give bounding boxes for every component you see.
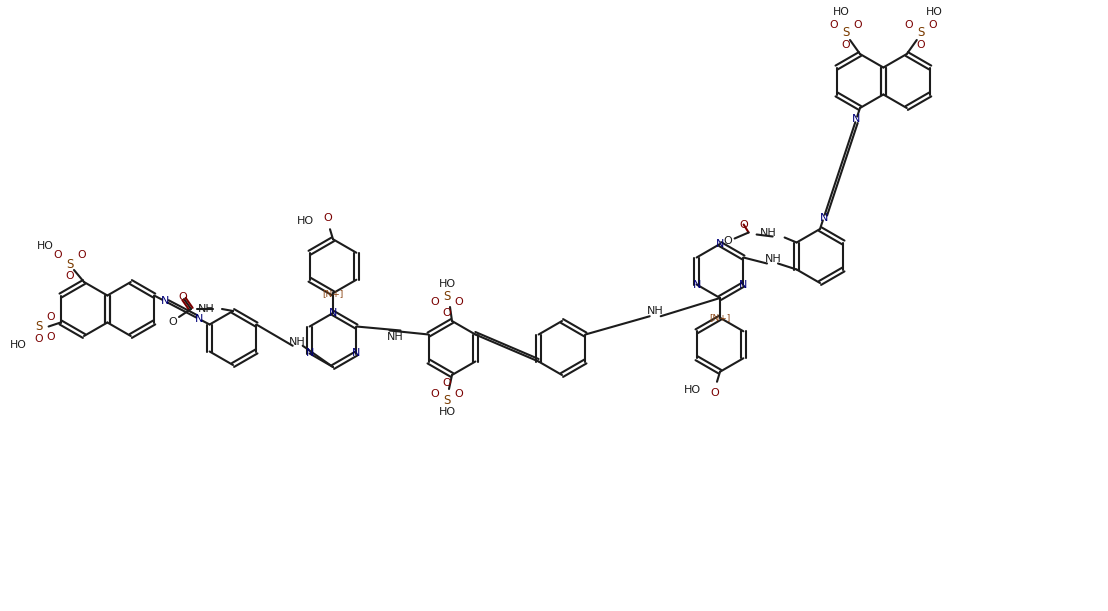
Text: NH: NH	[760, 229, 777, 238]
Text: S: S	[443, 290, 451, 302]
Text: O: O	[853, 20, 862, 30]
Text: HO: HO	[684, 385, 701, 395]
Text: S: S	[66, 257, 74, 271]
Text: NH: NH	[647, 306, 664, 316]
Text: N: N	[161, 296, 168, 306]
Text: HO: HO	[926, 7, 943, 17]
Text: O: O	[431, 297, 440, 307]
Text: O: O	[47, 312, 55, 321]
Text: O: O	[324, 213, 332, 223]
Text: HO: HO	[832, 7, 850, 17]
Text: N: N	[820, 213, 828, 222]
Text: HO: HO	[297, 216, 314, 226]
Text: O: O	[442, 308, 451, 318]
Text: O: O	[454, 297, 463, 307]
Text: N: N	[739, 279, 748, 290]
Text: O: O	[739, 219, 748, 230]
Text: O: O	[442, 378, 451, 388]
Text: O: O	[53, 250, 62, 260]
Text: O: O	[178, 292, 187, 302]
Text: N: N	[352, 348, 360, 359]
Text: O: O	[168, 317, 177, 327]
Text: O: O	[842, 40, 850, 50]
Text: N: N	[306, 348, 314, 359]
Text: N: N	[195, 314, 203, 324]
Text: HO: HO	[10, 340, 27, 349]
Text: [N+]: [N+]	[322, 289, 343, 298]
Text: O: O	[454, 389, 463, 399]
Text: [N+]: [N+]	[709, 313, 730, 322]
Text: NH: NH	[387, 332, 404, 342]
Text: O: O	[34, 334, 43, 343]
Text: O: O	[65, 271, 74, 281]
Text: NH: NH	[765, 254, 781, 263]
Text: N: N	[716, 239, 725, 249]
Text: NH: NH	[289, 337, 306, 347]
Text: N: N	[329, 308, 337, 318]
Text: N: N	[692, 279, 700, 290]
Text: S: S	[917, 26, 924, 38]
Text: O: O	[929, 20, 937, 30]
Text: O: O	[916, 40, 925, 50]
Text: HO: HO	[37, 241, 53, 251]
Text: HO: HO	[439, 279, 455, 289]
Text: O: O	[78, 250, 86, 260]
Text: N: N	[852, 114, 861, 125]
Text: S: S	[35, 320, 42, 333]
Text: S: S	[842, 26, 850, 38]
Text: NH: NH	[198, 304, 215, 314]
Text: O: O	[904, 20, 913, 30]
Text: O: O	[47, 332, 55, 342]
Text: O: O	[710, 388, 719, 398]
Text: O: O	[724, 236, 732, 246]
Text: HO: HO	[439, 407, 455, 417]
Text: O: O	[431, 389, 440, 399]
Text: O: O	[830, 20, 839, 30]
Text: S: S	[443, 393, 451, 406]
